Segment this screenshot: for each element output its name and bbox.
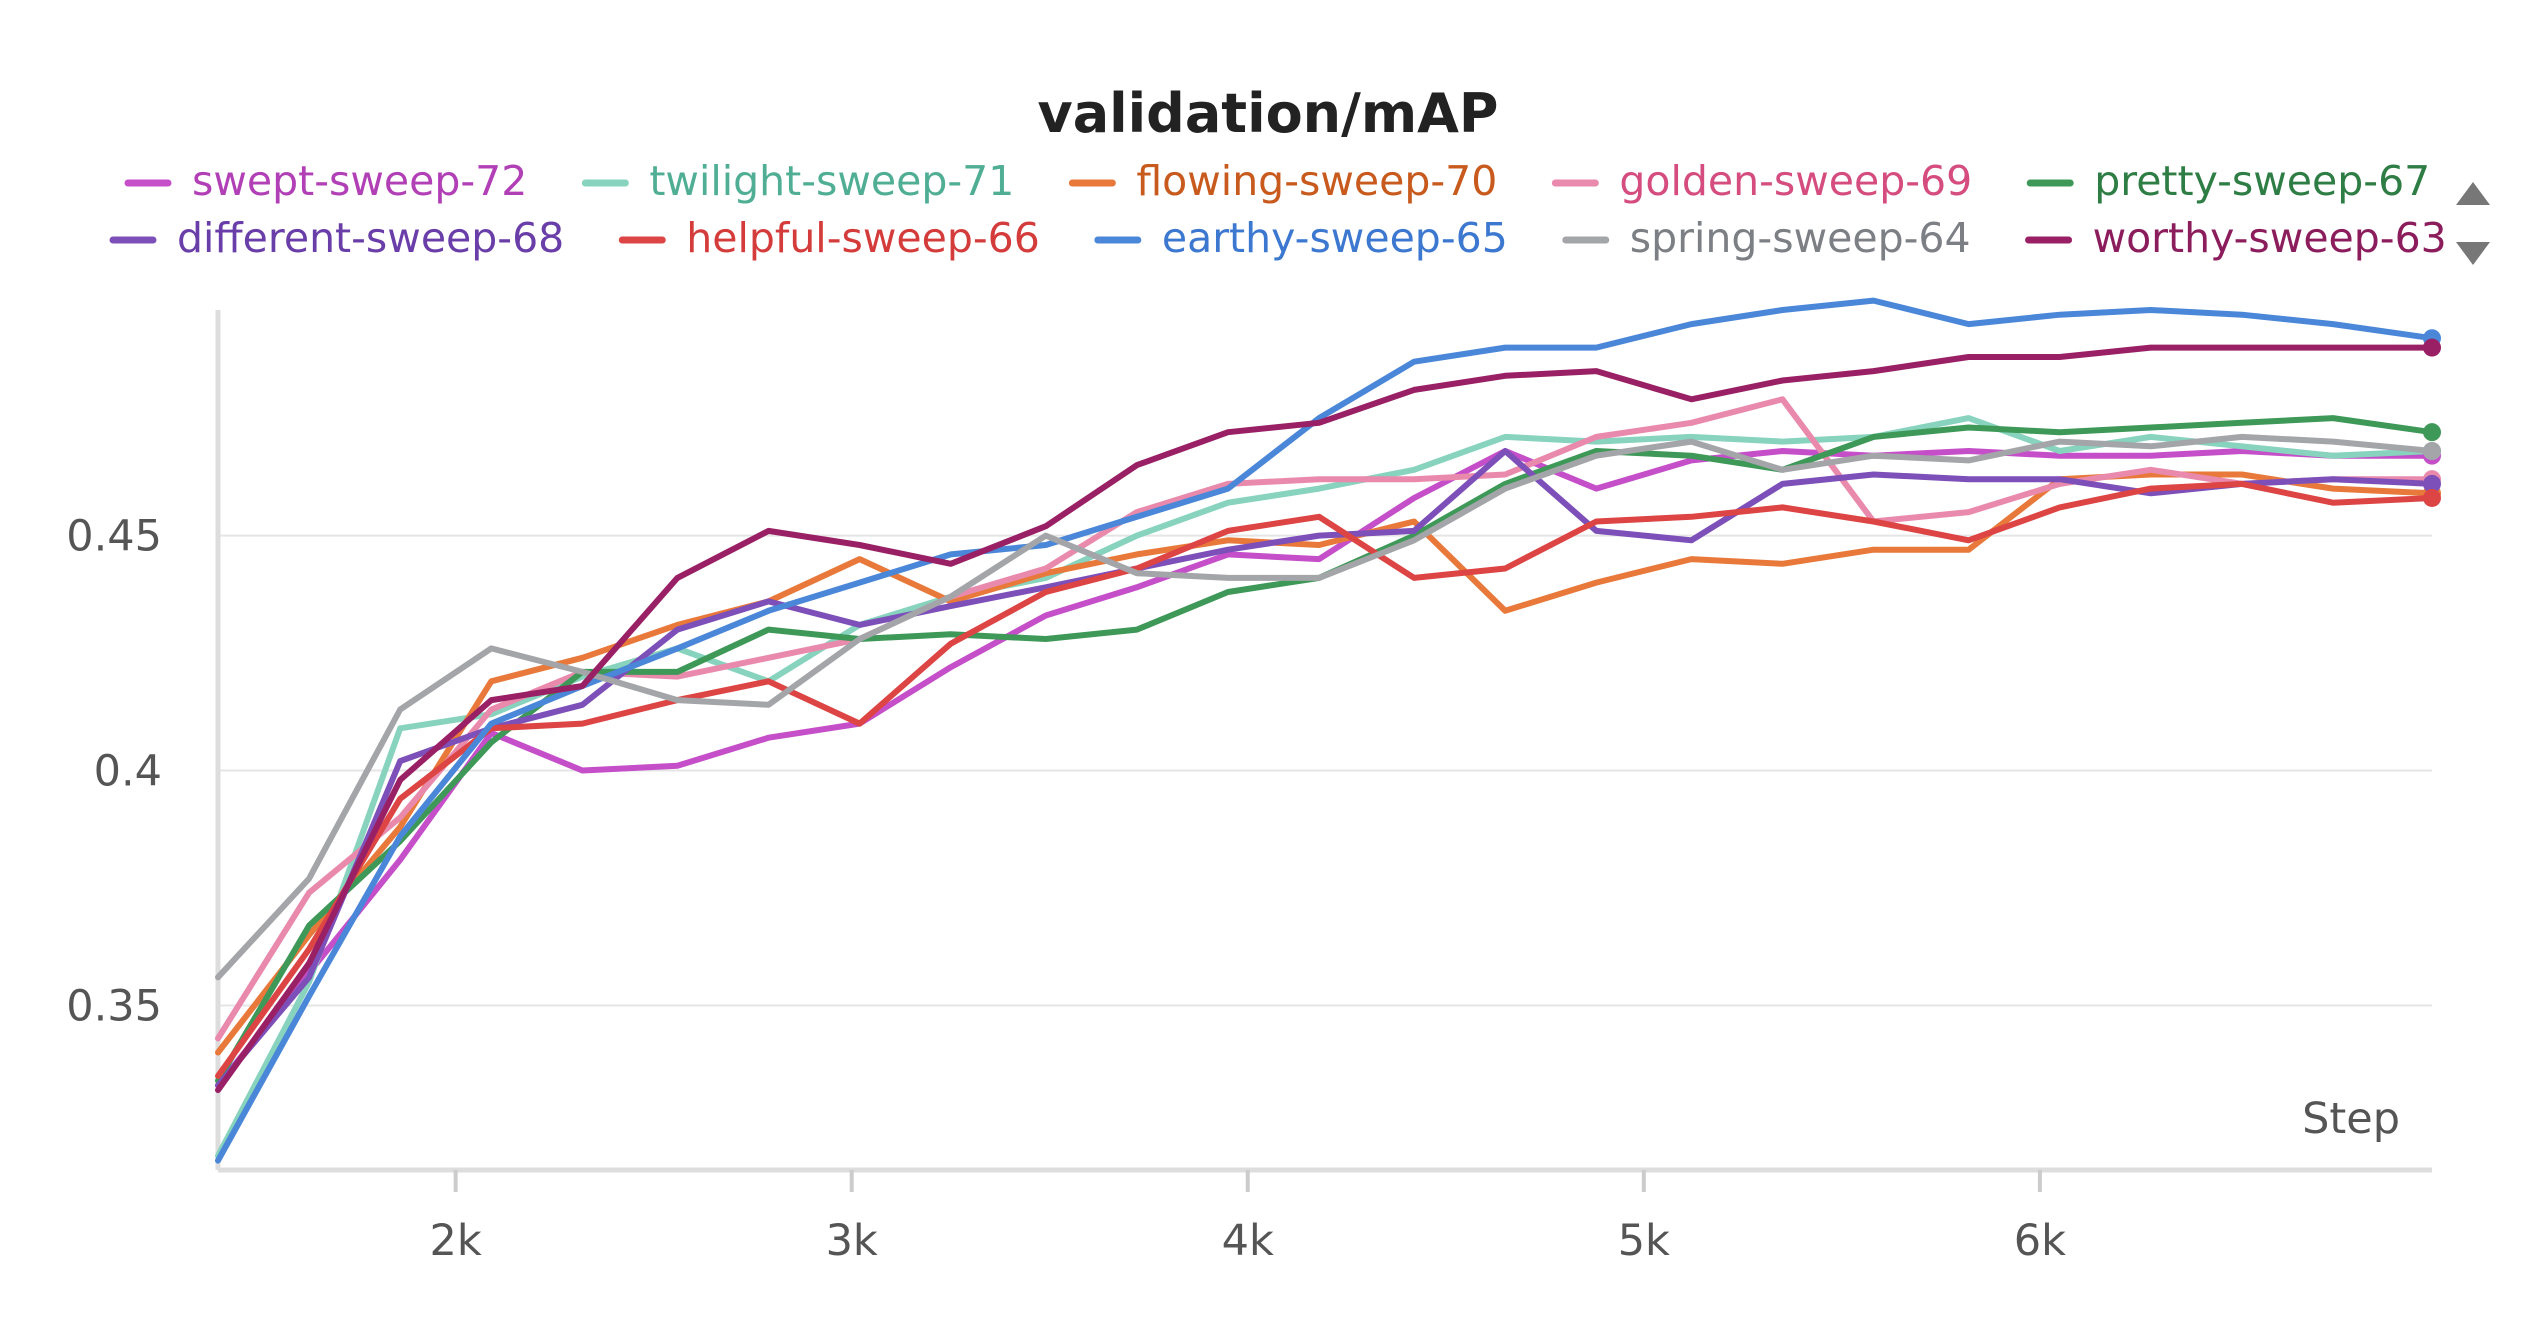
legend-item-flowing-sweep-70[interactable]: flowing-sweep-70	[1068, 157, 1497, 205]
x-tick-label: 6k	[2014, 1216, 2066, 1266]
series-line-helpful-sweep-66[interactable]	[215, 480, 2435, 1079]
x-tick-label: 2k	[430, 1216, 482, 1266]
x-tick-label: 4k	[1222, 1216, 1274, 1266]
legend-label: worthy-sweep-63	[2093, 214, 2447, 262]
series-line-golden-sweep-69[interactable]	[215, 396, 2435, 1042]
end-markers	[2423, 329, 2441, 507]
legend: swept-sweep-72 twilight-sweep-71 flowing-s…	[109, 157, 2447, 262]
x-axis-ticks: 2k 3k 4k 5k 6k	[430, 1170, 2066, 1266]
series-end-point-spring-sweep-64[interactable]	[2423, 441, 2441, 460]
series-line-twilight-sweep-71[interactable]	[215, 415, 2435, 1159]
series-line-worthy-sweep-63[interactable]	[215, 344, 2435, 1094]
y-tick-label: 0.4	[94, 747, 162, 797]
legend-item-different-sweep-68[interactable]: different-sweep-68	[109, 214, 564, 262]
y-axis-ticks: 0.35 0.4 0.45	[66, 512, 162, 1032]
series-end-point-helpful-sweep-66[interactable]	[2423, 488, 2441, 507]
legend-item-earthy-sweep-65[interactable]: earthy-sweep-65	[1094, 214, 1508, 262]
legend-item-pretty-sweep-67[interactable]: pretty-sweep-67	[2026, 157, 2430, 205]
axes	[215, 310, 2432, 1173]
legend-item-helpful-sweep-66[interactable]: helpful-sweep-66	[618, 214, 1040, 262]
legend-item-spring-sweep-64[interactable]: spring-sweep-64	[1562, 214, 1971, 262]
legend-label: golden-sweep-69	[1619, 157, 1972, 205]
plot-area: 2k 3k 4k 5k 6k 0.35 0.4 0.45 Step	[66, 297, 2441, 1266]
legend-item-golden-sweep-69[interactable]: golden-sweep-69	[1551, 157, 1972, 205]
y-tick-label: 0.45	[66, 512, 162, 562]
legend-item-swept-sweep-72[interactable]: swept-sweep-72	[124, 157, 527, 205]
legend-label: earthy-sweep-65	[1162, 214, 1508, 262]
x-tick-label: 5k	[1618, 1216, 1670, 1266]
x-axis-label: Step	[2302, 1094, 2400, 1144]
legend-label: twilight-sweep-71	[649, 157, 1014, 205]
series-line-flowing-sweep-70[interactable]	[215, 471, 2435, 1056]
legend-label: helpful-sweep-66	[686, 214, 1040, 262]
legend-label: spring-sweep-64	[1630, 214, 1971, 262]
legend-label: swept-sweep-72	[192, 157, 527, 205]
legend-item-worthy-sweep-63[interactable]: worthy-sweep-63	[2025, 214, 2447, 262]
series-line-swept-sweep-72[interactable]	[215, 448, 2435, 1089]
legend-label: flowing-sweep-70	[1136, 157, 1497, 205]
series-end-point-pretty-sweep-67[interactable]	[2423, 423, 2441, 442]
series-line-different-sweep-68[interactable]	[215, 448, 2435, 1089]
gridlines	[218, 534, 2432, 1007]
legend-label: pretty-sweep-67	[2094, 157, 2430, 205]
series-end-point-worthy-sweep-63[interactable]	[2423, 338, 2441, 357]
series-end-point-different-sweep-68[interactable]	[2423, 474, 2441, 493]
series-line-spring-sweep-64[interactable]	[215, 433, 2435, 981]
triangle-up-icon[interactable]	[2456, 182, 2490, 205]
series-lines	[215, 297, 2435, 1164]
chart-title: validation/mAP	[1038, 82, 1499, 145]
triangle-down-icon[interactable]	[2456, 242, 2490, 265]
y-tick-label: 0.35	[66, 982, 162, 1032]
legend-scroll	[2456, 182, 2490, 265]
legend-item-twilight-sweep-71[interactable]: twilight-sweep-71	[581, 157, 1014, 205]
x-tick-label: 3k	[826, 1216, 878, 1266]
legend-label: different-sweep-68	[177, 214, 564, 262]
